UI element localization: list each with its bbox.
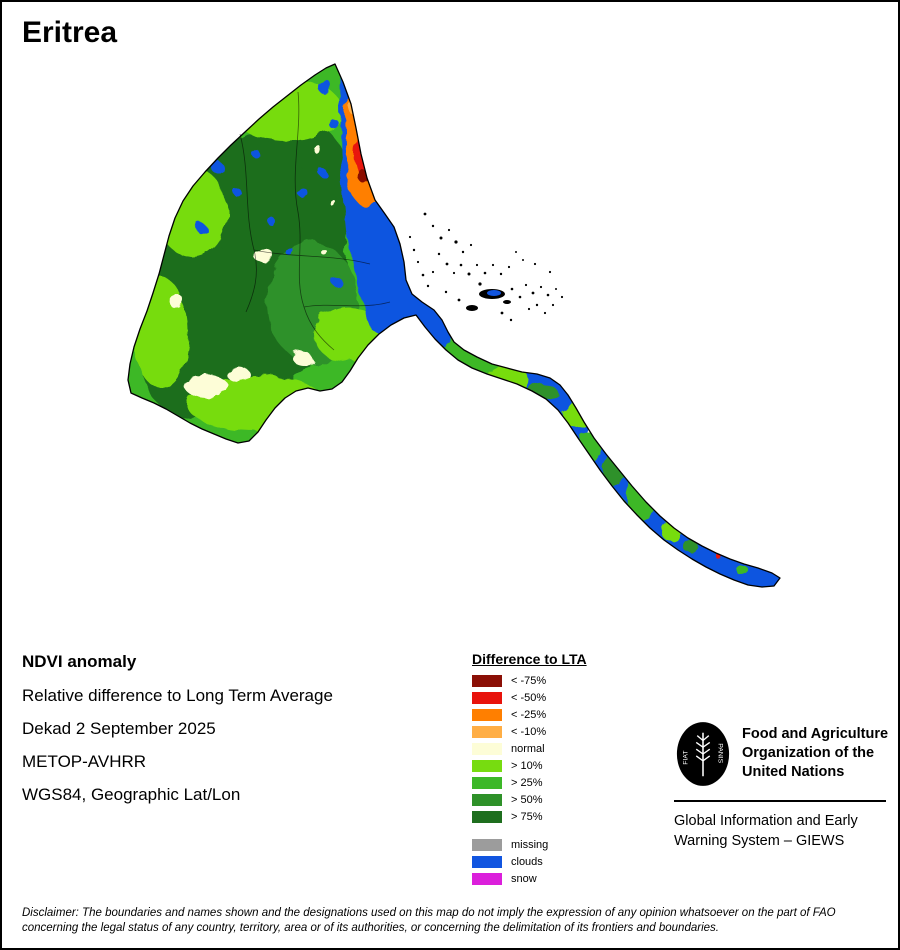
islands <box>408 212 564 322</box>
legend-swatch <box>472 692 502 704</box>
info-line: METOP-AVHRR <box>22 752 147 771</box>
country-outline <box>127 63 781 588</box>
giews-caption: Global Information and Early Warning Sys… <box>674 811 886 851</box>
fao-header: FIAT PANIS Food and Agriculture Organiza… <box>674 720 888 802</box>
legend-item: > 25% <box>472 777 587 789</box>
legend-swatch <box>472 811 502 823</box>
org-name: Food and Agriculture Organization of the… <box>742 720 888 782</box>
giews-line: Global Information and Early <box>674 813 858 829</box>
fao-motto-left: FIAT <box>683 751 690 765</box>
org-name-line: United Nations <box>742 764 845 780</box>
legend: Difference to LTA < -75% < -50% < -25% < -1… <box>472 651 587 890</box>
legend-label: missing <box>511 839 549 851</box>
legend-swatch <box>472 856 502 868</box>
legend-swatch <box>472 777 502 789</box>
giews-line: Warning System – GIEWS <box>674 833 845 849</box>
fao-logo-icon: FIAT PANIS <box>676 722 730 786</box>
legend-swatch <box>472 873 502 885</box>
fao-block: FIAT PANIS Food and Agriculture Organiza… <box>674 720 888 851</box>
legend-item: clouds <box>472 856 587 868</box>
legend-label: < -10% <box>511 726 547 738</box>
legend-item: < -50% <box>472 692 587 704</box>
legend-label: > 25% <box>511 777 543 789</box>
legend-item: > 10% <box>472 760 587 772</box>
legend-label: < -75% <box>511 675 547 687</box>
disclaimer-line: Disclaimer: The boundaries and names sho… <box>22 907 836 919</box>
legend-swatch <box>472 760 502 772</box>
legend-swatch <box>472 709 502 721</box>
legend-item: < -10% <box>472 726 587 738</box>
org-name-line: Organization of the <box>742 745 875 761</box>
legend-title: Difference to LTA <box>472 651 587 667</box>
info-block: NDVI anomaly Relative difference to Long… <box>22 652 333 818</box>
legend-swatch <box>472 743 502 755</box>
legend-item: < -25% <box>472 709 587 721</box>
org-name-line: Food and Agriculture <box>742 726 889 742</box>
legend-swatch <box>472 675 502 687</box>
legend-label: > 10% <box>511 760 543 772</box>
legend-label: < -25% <box>511 709 547 721</box>
legend-swatch <box>472 726 502 738</box>
legend-label: > 50% <box>511 794 543 806</box>
legend-swatch <box>472 839 502 851</box>
country-fill <box>128 64 780 587</box>
info-line: WGS84, Geographic Lat/Lon <box>22 785 241 804</box>
disclaimer-line: concerning the legal status of any count… <box>22 922 719 934</box>
legend-label: normal <box>511 743 545 755</box>
info-heading: NDVI anomaly <box>22 652 137 671</box>
disclaimer: Disclaimer: The boundaries and names sho… <box>22 906 886 936</box>
wheat-ear-icon <box>695 735 711 762</box>
legend-label: > 75% <box>511 811 543 823</box>
page-title: Eritrea <box>22 16 118 49</box>
legend-label: clouds <box>511 856 543 868</box>
info-line: Relative difference to Long Term Average <box>22 686 333 705</box>
legend-item: normal <box>472 743 587 755</box>
legend-extra-items: missing clouds snow <box>472 839 587 885</box>
legend-item: > 75% <box>472 811 587 823</box>
legend-main-items: < -75% < -50% < -25% < -10% normal > 10% > 25%… <box>472 675 587 823</box>
legend-swatch <box>472 794 502 806</box>
legend-label: snow <box>511 873 537 885</box>
fao-motto-right: PANIS <box>716 743 723 763</box>
legend-item: missing <box>472 839 587 851</box>
legend-item: > 50% <box>472 794 587 806</box>
info-line: Dekad 2 September 2025 <box>22 719 216 738</box>
legend-item: snow <box>472 873 587 885</box>
legend-item: < -75% <box>472 675 587 687</box>
legend-label: < -50% <box>511 692 547 704</box>
admin-boundaries <box>239 91 391 351</box>
